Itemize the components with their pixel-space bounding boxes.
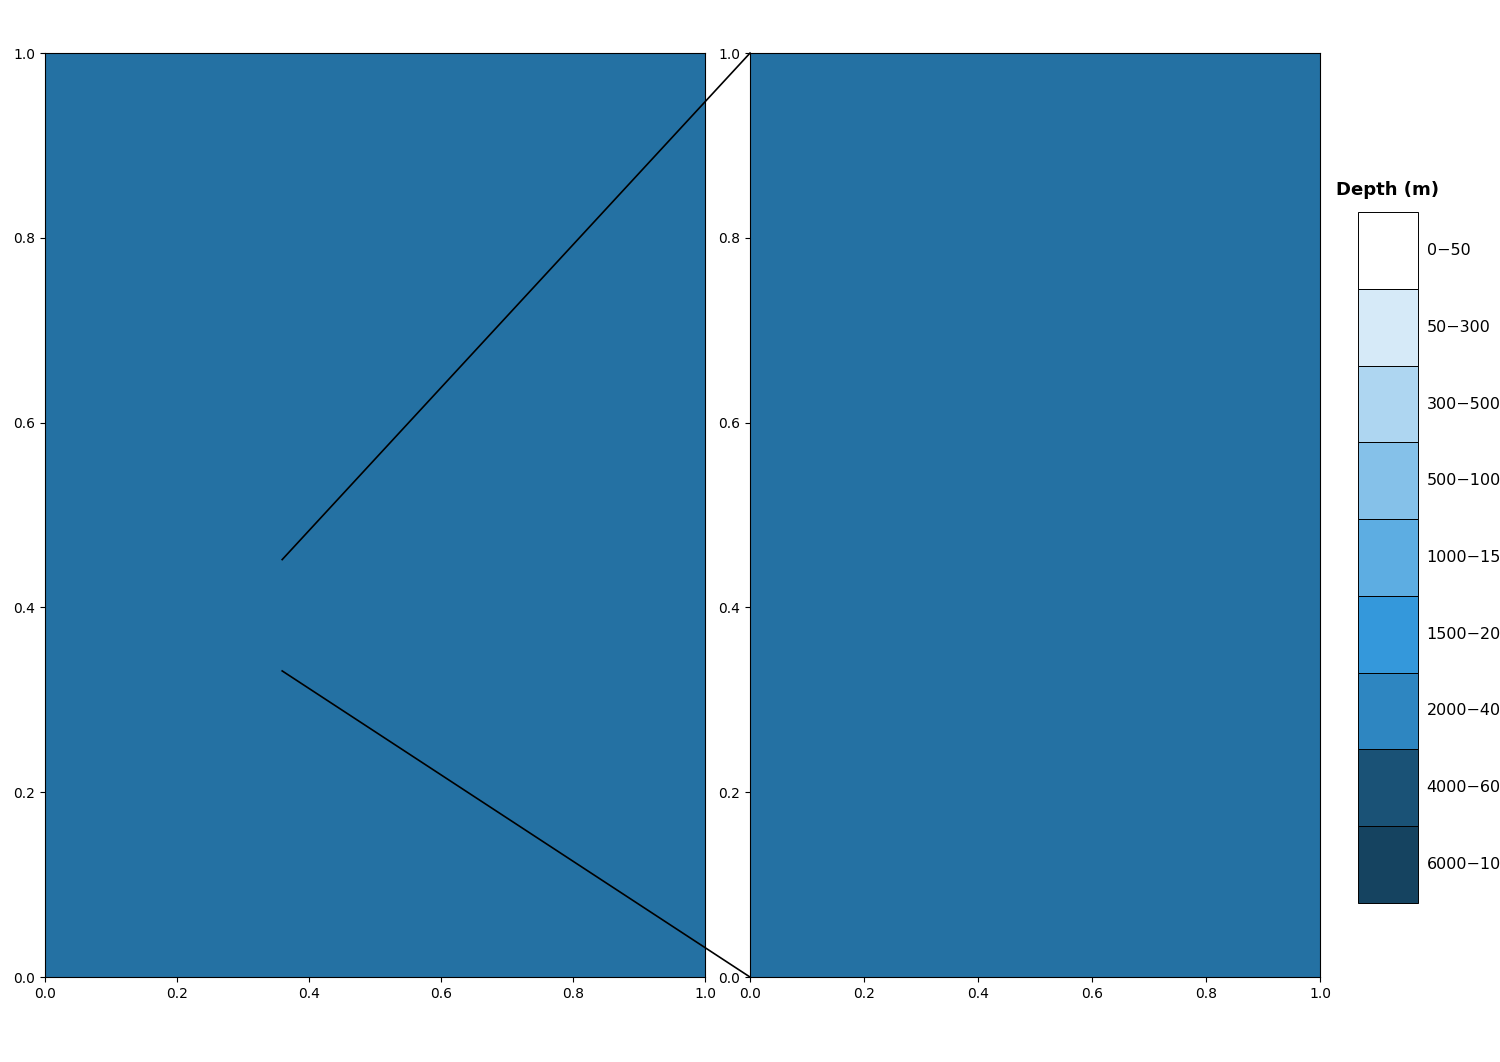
FancyBboxPatch shape	[1358, 212, 1418, 289]
FancyBboxPatch shape	[1358, 672, 1418, 750]
FancyBboxPatch shape	[1358, 826, 1418, 903]
Text: Depth (m): Depth (m)	[1336, 181, 1438, 199]
FancyBboxPatch shape	[1358, 519, 1418, 596]
Text: 6000−10,000: 6000−10,000	[1426, 857, 1500, 872]
Text: 1500−2000: 1500−2000	[1426, 627, 1500, 641]
FancyBboxPatch shape	[1358, 289, 1418, 365]
FancyBboxPatch shape	[1358, 750, 1418, 826]
Text: 0−50: 0−50	[1426, 243, 1470, 258]
Text: 50−300: 50−300	[1426, 320, 1491, 335]
Text: 4000−6000: 4000−6000	[1426, 781, 1500, 795]
FancyBboxPatch shape	[1358, 365, 1418, 443]
FancyBboxPatch shape	[1358, 596, 1418, 672]
Text: 500−1000: 500−1000	[1426, 474, 1500, 489]
Text: 300−500: 300−500	[1426, 396, 1500, 412]
FancyBboxPatch shape	[1358, 443, 1418, 519]
Text: 1000−1500: 1000−1500	[1426, 550, 1500, 565]
Text: 2000−4000: 2000−4000	[1426, 703, 1500, 719]
